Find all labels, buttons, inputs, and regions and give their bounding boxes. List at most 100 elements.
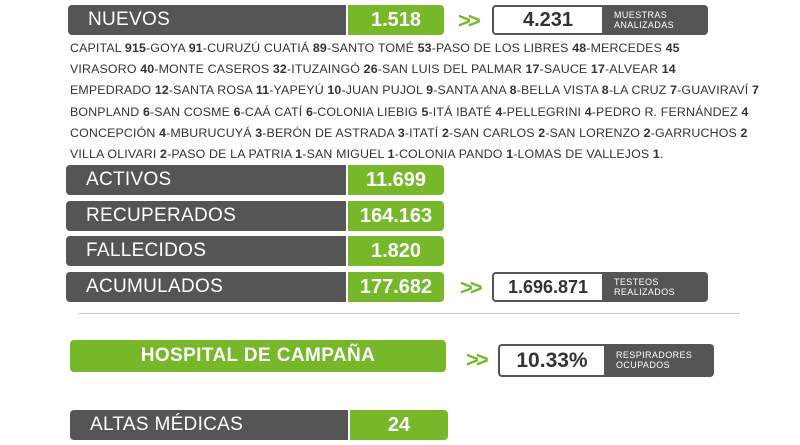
- altas-label: ALTAS MÉDICAS: [70, 410, 348, 440]
- city-name: -YAPEYÚ: [269, 83, 328, 98]
- respiradores-label-line1: RESPIRADORES: [616, 350, 693, 360]
- city-count: 4: [584, 104, 592, 119]
- city-name: -SANTA ROSA: [168, 83, 256, 98]
- city-name: EMPEDRADO: [70, 83, 155, 98]
- city-name: -CURUZÚ CUATIÁ: [202, 41, 313, 55]
- city-name: -MONTE CASEROS: [154, 62, 273, 77]
- arrows-icon: >>: [460, 275, 483, 300]
- city-count: 17: [590, 62, 606, 77]
- city-name: -ITUZAINGÓ: [286, 62, 364, 77]
- city-name: -SAN LORENZO: [545, 125, 644, 140]
- acumulados-label: ACUMULADOS: [66, 272, 346, 302]
- city-name: -COLONIA PANDO: [394, 147, 507, 162]
- city-count: 6: [233, 104, 241, 119]
- city-name: -PASO DE LA PATRIA: [167, 147, 296, 162]
- city-count: 6: [142, 104, 151, 119]
- city-count: 2: [538, 125, 546, 140]
- recuperados-value: 164.163: [348, 201, 444, 231]
- city-name: CAPITAL: [70, 41, 125, 55]
- city-name: -CAÁ CATÍ: [240, 104, 306, 119]
- activos-value: 11.699: [348, 165, 444, 195]
- city-count: 3: [397, 125, 405, 140]
- city-count: 2: [740, 125, 748, 140]
- hospital-title: HOSPITAL DE CAMPAÑA: [70, 340, 446, 372]
- city-name: -SAN CARLOS: [449, 125, 539, 140]
- city-name: -PASO DE LOS LIBRES: [431, 41, 573, 55]
- muestras-value: 4.231: [492, 5, 604, 35]
- city-name: -MERCEDES: [586, 41, 666, 55]
- city-name: CONCEPCIÓN: [70, 125, 160, 140]
- testeos-label-line2: REALIZADOS: [614, 287, 676, 297]
- city-name: -COLONIA LIEBIG: [312, 104, 422, 119]
- city-count: 10: [327, 83, 342, 98]
- city-name: -SANTA ANA: [433, 83, 510, 98]
- arrows-icon: >>: [466, 347, 489, 372]
- city-count: 2: [643, 125, 651, 140]
- testeos-value: 1.696.871: [492, 272, 604, 302]
- city-name: -LOMAS DE VALLEJOS: [513, 147, 653, 162]
- city-count: 40: [140, 62, 155, 77]
- arrows-icon: >>: [458, 8, 481, 33]
- city-name: -SAN LUIS DEL PALMAR: [377, 62, 526, 77]
- nuevos-value: 1.518: [348, 5, 444, 35]
- cities-tail: .: [659, 147, 664, 162]
- cities-line: VILLA OLIVARI 2-PASO DE LA PATRIA 1-SAN …: [70, 144, 770, 165]
- separator: [78, 313, 740, 314]
- fallecidos-label: FALLECIDOS: [66, 236, 346, 266]
- city-count: 4: [741, 104, 749, 119]
- city-count: 11: [255, 83, 270, 98]
- city-name: -GUAVIRAVÍ: [677, 83, 752, 98]
- testeos-label: TESTEOS REALIZADOS: [604, 272, 708, 302]
- city-name: -SAN COSME: [150, 104, 234, 119]
- respiradores-value: 10.33%: [498, 344, 606, 377]
- city-count: 48: [572, 41, 587, 55]
- city-count: 1: [295, 147, 303, 162]
- city-count: 6: [305, 104, 313, 119]
- city-count: 45: [665, 41, 680, 55]
- city-count: 4: [495, 104, 503, 119]
- nuevos-label: NUEVOS: [68, 5, 346, 35]
- cities-line: VIRASORO 40-MONTE CASEROS 32-ITUZAINGÓ 2…: [70, 59, 770, 80]
- respiradores-label: RESPIRADORES OCUPADOS: [606, 344, 714, 377]
- muestras-label-line2: ANALIZADAS: [614, 20, 675, 30]
- city-name: -ITATÍ: [404, 125, 442, 140]
- city-name: -MBURUCUYÁ: [166, 125, 256, 140]
- city-count: 1: [652, 147, 660, 162]
- city-count: 1: [387, 147, 395, 162]
- cities-line: CONCEPCIÓN 4-MBURUCUYÁ 3-BERÓN DE ASTRAD…: [70, 123, 770, 144]
- city-name: VILLA OLIVARI: [70, 147, 161, 162]
- city-count: 53: [417, 41, 432, 55]
- cities-list: CAPITAL 915-GOYA 91-CURUZÚ CUATIÁ 89-SAN…: [70, 38, 770, 165]
- fallecidos-value: 1.820: [348, 236, 444, 266]
- city-name: -LA CRUZ: [608, 83, 671, 98]
- testeos-label-line1: TESTEOS: [614, 277, 659, 287]
- city-name: -GARRUCHOS: [650, 125, 741, 140]
- city-count: 3: [255, 125, 263, 140]
- city-count: 12: [154, 83, 169, 98]
- cities-line: CAPITAL 915-GOYA 91-CURUZÚ CUATIÁ 89-SAN…: [70, 38, 770, 59]
- respiradores-label-line2: OCUPADOS: [616, 360, 671, 370]
- city-count: 1: [506, 147, 514, 162]
- city-count: 5: [421, 104, 429, 119]
- city-count: 14: [661, 62, 676, 77]
- muestras-label-line1: MUESTRAS: [614, 10, 668, 20]
- city-name: -ALVEAR: [605, 62, 662, 77]
- city-count: 915: [124, 41, 147, 55]
- city-count: 4: [159, 125, 167, 140]
- muestras-label: MUESTRAS ANALIZADAS: [604, 5, 708, 35]
- city-name: -SANTO TOMÉ: [326, 41, 418, 55]
- city-count: 26: [363, 62, 378, 77]
- city-name: -GOYA: [146, 41, 189, 55]
- city-name: BONPLAND: [70, 104, 143, 119]
- city-count: 17: [525, 62, 540, 77]
- cities-line: BONPLAND 6-SAN COSME 6-CAÁ CATÍ 6-COLONI…: [70, 102, 770, 123]
- city-name: -PEDRO R. FERNÁNDEZ: [591, 104, 742, 119]
- acumulados-value: 177.682: [348, 272, 444, 302]
- city-count: 2: [160, 147, 168, 162]
- altas-value: 24: [350, 410, 448, 440]
- recuperados-label: RECUPERADOS: [66, 201, 346, 231]
- city-count: 8: [601, 83, 609, 98]
- city-name: -BELLA VISTA: [516, 83, 602, 98]
- city-count: 89: [312, 41, 327, 55]
- city-count: 32: [272, 62, 287, 77]
